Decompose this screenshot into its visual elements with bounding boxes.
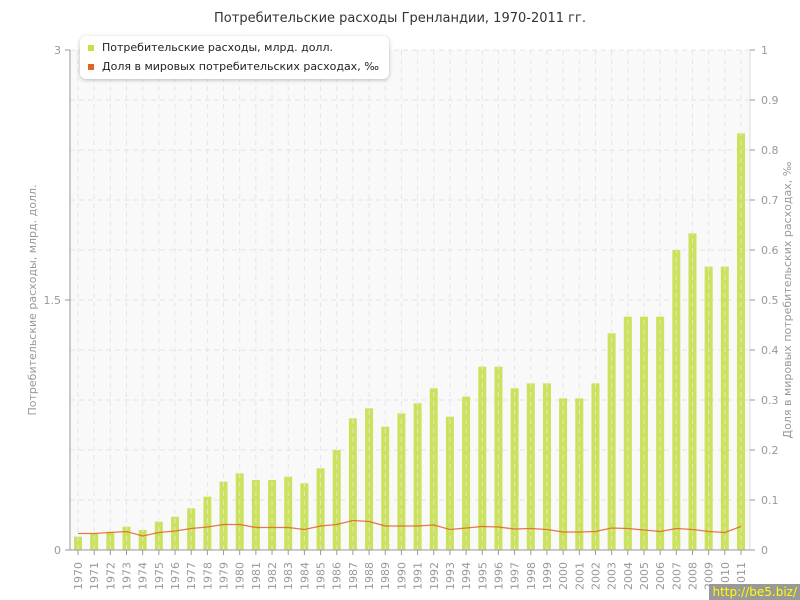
legend-item-share[interactable]: Доля в мировых потребительских расходах,…	[88, 57, 379, 76]
x-tick-label: 1992	[428, 562, 441, 590]
x-tick-label: 1984	[298, 562, 311, 590]
x-tick-label: 1995	[476, 562, 489, 590]
bar-1978	[203, 496, 212, 550]
legend-swatch	[88, 63, 94, 70]
y2-tick-label: 0.3	[761, 394, 779, 407]
x-tick-label: 1973	[121, 562, 134, 590]
x-ticks: 1970 1971 1972 1973 1974 1975 1976 1977 1978 1979…	[72, 550, 748, 590]
x-tick-label: 2006	[654, 562, 667, 590]
x-tick-label: 2007	[670, 562, 683, 590]
x-tick-label: 2010	[719, 562, 732, 590]
bar-1982	[268, 480, 277, 550]
x-tick-label: 2008	[686, 562, 699, 590]
legend-label: Потребительские расходы, млрд. долл.	[102, 41, 333, 54]
x-tick-label: 1997	[509, 562, 522, 590]
bar-1981	[251, 480, 260, 550]
x-tick-label: 1985	[315, 562, 328, 590]
y2-axis-label: Доля в мировых потребительских расходах,…	[781, 161, 794, 438]
x-tick-label: 1982	[266, 562, 279, 590]
x-tick-label: 1989	[379, 562, 392, 590]
legend-item-spending[interactable]: Потребительские расходы, млрд. долл.	[88, 38, 379, 57]
x-tick-label: 1986	[331, 562, 344, 590]
x-tick-label: 1996	[492, 562, 505, 590]
bar-2008	[688, 233, 697, 551]
y-tick-label: 3	[54, 44, 61, 57]
bar-1971	[90, 533, 99, 550]
x-tick-label: 1979	[218, 562, 231, 590]
y2-tick-label: 1	[761, 44, 768, 57]
share-line	[78, 519, 742, 537]
bar-1975	[154, 521, 163, 550]
y2-ticks: 0 0.1 0.2 0.3 0.4 0.5 0.6 0.7 0.8 0.9 1	[750, 44, 779, 557]
bar-1984	[300, 483, 309, 550]
y-ticks: 01.53	[44, 44, 70, 557]
y2-tick-label: 0.1	[761, 494, 779, 507]
x-tick-label: 2004	[622, 562, 635, 590]
x-tick-label: 1974	[137, 562, 150, 590]
y2-tick-label: 0.7	[761, 194, 779, 207]
y2-tick-label: 0.5	[761, 294, 779, 307]
x-tick-label: 1980	[234, 562, 247, 590]
x-tick-label: 1978	[201, 562, 214, 590]
x-tick-label: 1970	[72, 562, 85, 590]
x-tick-label: 2002	[589, 562, 602, 590]
x-tick-label: 1994	[460, 562, 473, 590]
bar-2005	[639, 316, 648, 550]
watermark[interactable]: http://be5.biz/	[709, 584, 800, 600]
x-tick-label: 1981	[250, 562, 263, 590]
bar-2007	[672, 250, 681, 550]
chart-title: Потребительские расходы Гренландии, 1970…	[214, 11, 586, 26]
bar-1992	[429, 388, 438, 550]
x-tick-label: 1990	[395, 562, 408, 590]
bar-2009	[704, 266, 713, 550]
y-tick-label: 0	[54, 544, 61, 557]
legend-swatch	[88, 44, 94, 51]
x-tick-label: 2009	[703, 562, 716, 590]
y2-tick-label: 0.9	[761, 94, 779, 107]
bar-2006	[656, 316, 665, 550]
y-tick-label: 1.5	[44, 294, 62, 307]
x-tick-label: 1991	[412, 562, 425, 590]
x-tick-label: 2001	[573, 562, 586, 590]
bar-2010	[720, 266, 729, 550]
legend-label: Доля в мировых потребительских расходах,…	[102, 60, 379, 73]
x-tick-label: 1976	[169, 562, 182, 590]
y2-tick-label: 0	[761, 544, 768, 557]
y-axis-label: Потребительские расходы, млрд. долл.	[26, 185, 39, 416]
x-tick-label: 2000	[557, 562, 570, 590]
bar-1979	[219, 481, 228, 550]
x-tick-label: 1993	[444, 562, 457, 590]
x-tick-label: 1987	[347, 562, 360, 590]
y2-tick-label: 0.2	[761, 444, 779, 457]
bar-1976	[171, 516, 180, 550]
x-tick-label: 1998	[525, 562, 538, 590]
y2-tick-label: 0.4	[761, 344, 779, 357]
x-tick-label: 1977	[185, 562, 198, 590]
y2-tick-label: 0.8	[761, 144, 779, 157]
x-tick-label: 1971	[88, 562, 101, 590]
y2-tick-label: 0.6	[761, 244, 779, 257]
bar-1997	[510, 388, 519, 550]
x-tick-label: 2011	[735, 562, 748, 590]
bar-2004	[623, 316, 632, 550]
x-tick-label: 2003	[606, 562, 619, 590]
bar-1988	[365, 408, 374, 550]
bar-1989	[381, 426, 390, 550]
legend: Потребительские расходы, млрд. долл. Дол…	[80, 36, 389, 79]
x-tick-label: 2005	[638, 562, 651, 590]
vertical-grid	[77, 50, 742, 550]
x-tick-label: 1975	[153, 562, 166, 590]
bar-1990	[397, 413, 406, 550]
plot-area	[70, 50, 750, 550]
x-tick-label: 1988	[363, 562, 376, 590]
x-tick-label: 1972	[104, 562, 117, 590]
x-tick-label: 1999	[541, 562, 554, 590]
bar-1970	[74, 536, 82, 550]
x-tick-label: 1983	[282, 562, 295, 590]
